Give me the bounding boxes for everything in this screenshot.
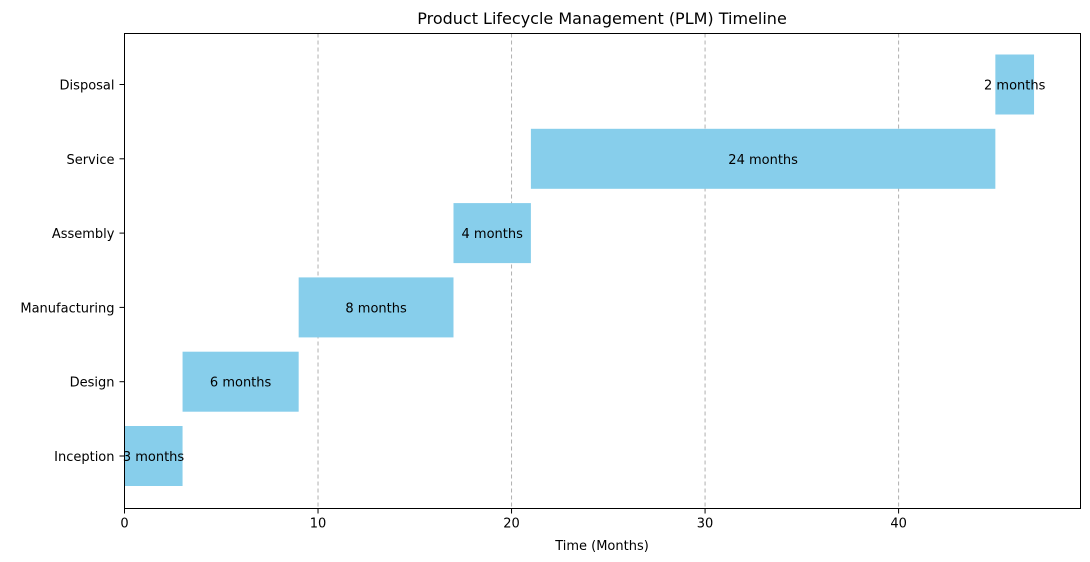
grid-lines <box>317 33 900 509</box>
bar-data-label: 2 months <box>984 79 1046 94</box>
bar-design <box>182 351 299 412</box>
x-tick-label: 20 <box>503 517 520 532</box>
bar-series: 3 months 6 months 8 months 4 months 24 month… <box>123 54 1046 486</box>
x-tick-label: 40 <box>890 517 907 532</box>
bar-data-label: 24 months <box>728 153 798 168</box>
bar-assembly <box>453 203 531 264</box>
y-tick-label: Inception <box>54 450 114 465</box>
bar-data-label: 4 months <box>462 227 524 242</box>
bar-manufacturing <box>298 277 454 338</box>
y-tick-label: Design <box>70 376 115 391</box>
x-tick-label: 0 <box>120 517 128 532</box>
bar-disposal <box>995 54 1035 115</box>
x-axis-label: Time (Months) <box>554 539 649 554</box>
y-tick-label: Assembly <box>52 227 115 242</box>
bar-data-label: 3 months <box>123 450 185 465</box>
bar-service <box>530 128 996 189</box>
chart-title: Product Lifecycle Management (PLM) Timel… <box>417 9 787 28</box>
x-tick-label: 30 <box>697 517 714 532</box>
x-axis-ticks: 0 10 20 30 40 <box>120 508 907 532</box>
y-tick-label: Disposal <box>60 79 115 94</box>
bar-data-label: 6 months <box>210 376 272 391</box>
y-axis-ticks: Inception Design Manufacturing Assembly Serv… <box>20 79 125 465</box>
y-tick-label: Manufacturing <box>20 301 114 316</box>
bar-data-label: 8 months <box>345 301 407 316</box>
bar-inception <box>124 426 183 486</box>
plot-frame <box>124 33 1081 509</box>
x-tick-label: 10 <box>310 517 327 532</box>
y-tick-label: Service <box>66 153 114 168</box>
